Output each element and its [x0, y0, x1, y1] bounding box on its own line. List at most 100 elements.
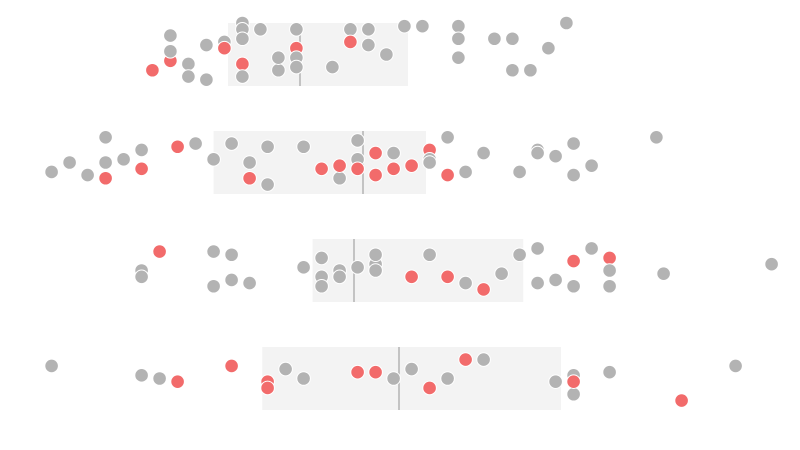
data-point	[386, 145, 401, 161]
data-point	[368, 263, 383, 278]
data-point	[379, 47, 394, 62]
data-point	[199, 72, 214, 87]
data-point-highlight	[224, 358, 239, 374]
data-point-highlight	[350, 364, 365, 380]
data-point	[163, 44, 178, 59]
data-point-highlight	[343, 34, 358, 50]
data-point	[314, 278, 329, 294]
data-point	[415, 18, 430, 34]
data-point	[566, 136, 581, 151]
data-point	[296, 371, 311, 386]
data-point	[134, 142, 149, 158]
data-point	[224, 136, 239, 151]
data-point	[386, 371, 401, 386]
data-point-highlight	[152, 244, 167, 259]
data-point	[422, 247, 437, 263]
data-point-highlight	[235, 56, 250, 72]
data-point	[224, 272, 239, 288]
data-point-highlight	[422, 380, 437, 396]
data-point	[566, 167, 581, 183]
data-point	[350, 133, 365, 148]
iqr-box	[262, 347, 561, 410]
data-point	[397, 18, 412, 34]
data-point	[242, 275, 257, 291]
data-point	[260, 139, 275, 155]
data-point	[649, 130, 664, 145]
data-point-highlight	[368, 167, 383, 183]
data-point	[62, 155, 77, 170]
data-point	[343, 22, 358, 37]
data-point-highlight	[368, 145, 383, 161]
data-point	[44, 358, 59, 374]
row-2	[44, 130, 664, 194]
data-point	[764, 256, 779, 272]
data-point-highlight	[458, 352, 473, 367]
data-point	[152, 371, 167, 386]
data-point	[134, 269, 149, 285]
data-point	[559, 15, 574, 31]
data-point	[181, 56, 196, 72]
data-point-highlight	[242, 170, 257, 186]
data-point	[512, 164, 527, 180]
data-point	[548, 374, 563, 389]
data-point	[289, 59, 304, 75]
data-point-highlight	[476, 282, 491, 297]
data-point	[253, 22, 268, 37]
data-point	[350, 260, 365, 275]
data-point	[451, 18, 466, 34]
data-point	[271, 50, 286, 65]
data-point	[458, 164, 473, 180]
data-point	[512, 247, 527, 263]
data-point	[134, 368, 149, 383]
data-point	[206, 244, 221, 259]
data-point-highlight	[440, 167, 455, 183]
data-point	[566, 278, 581, 294]
data-point	[505, 31, 520, 47]
data-point	[163, 28, 178, 43]
data-point	[278, 361, 293, 377]
data-point	[98, 130, 113, 145]
data-point-highlight	[260, 380, 275, 396]
data-point	[541, 40, 556, 56]
data-point-highlight	[170, 374, 185, 389]
data-point	[271, 62, 286, 78]
data-point	[404, 361, 419, 377]
data-point	[361, 22, 376, 37]
data-point	[602, 278, 617, 294]
data-point	[602, 263, 617, 278]
data-point-highlight	[404, 158, 419, 173]
data-point	[602, 364, 617, 380]
data-point	[458, 275, 473, 291]
data-point-highlight	[350, 161, 365, 177]
data-point	[296, 260, 311, 275]
data-point	[242, 155, 257, 170]
data-point-highlight	[170, 139, 185, 155]
data-point	[494, 266, 509, 281]
data-point	[368, 247, 383, 263]
data-point-highlight	[314, 161, 329, 177]
data-point	[235, 69, 250, 84]
data-point	[289, 22, 304, 37]
data-point	[656, 266, 671, 281]
data-point	[440, 371, 455, 386]
data-point	[523, 62, 538, 78]
data-point	[487, 31, 502, 47]
data-point	[440, 130, 455, 145]
data-point	[224, 247, 239, 263]
data-point	[332, 170, 347, 186]
data-point	[296, 139, 311, 155]
data-point-highlight	[332, 158, 347, 173]
data-point	[505, 62, 520, 78]
data-point	[361, 37, 376, 53]
data-point	[728, 358, 743, 374]
data-point	[530, 275, 545, 291]
data-point	[422, 155, 437, 170]
data-point-highlight	[602, 250, 617, 266]
data-point	[451, 50, 466, 65]
data-point	[566, 386, 581, 402]
row-3	[134, 239, 779, 302]
data-point	[476, 145, 491, 161]
data-point	[206, 152, 221, 167]
data-point	[451, 31, 466, 47]
